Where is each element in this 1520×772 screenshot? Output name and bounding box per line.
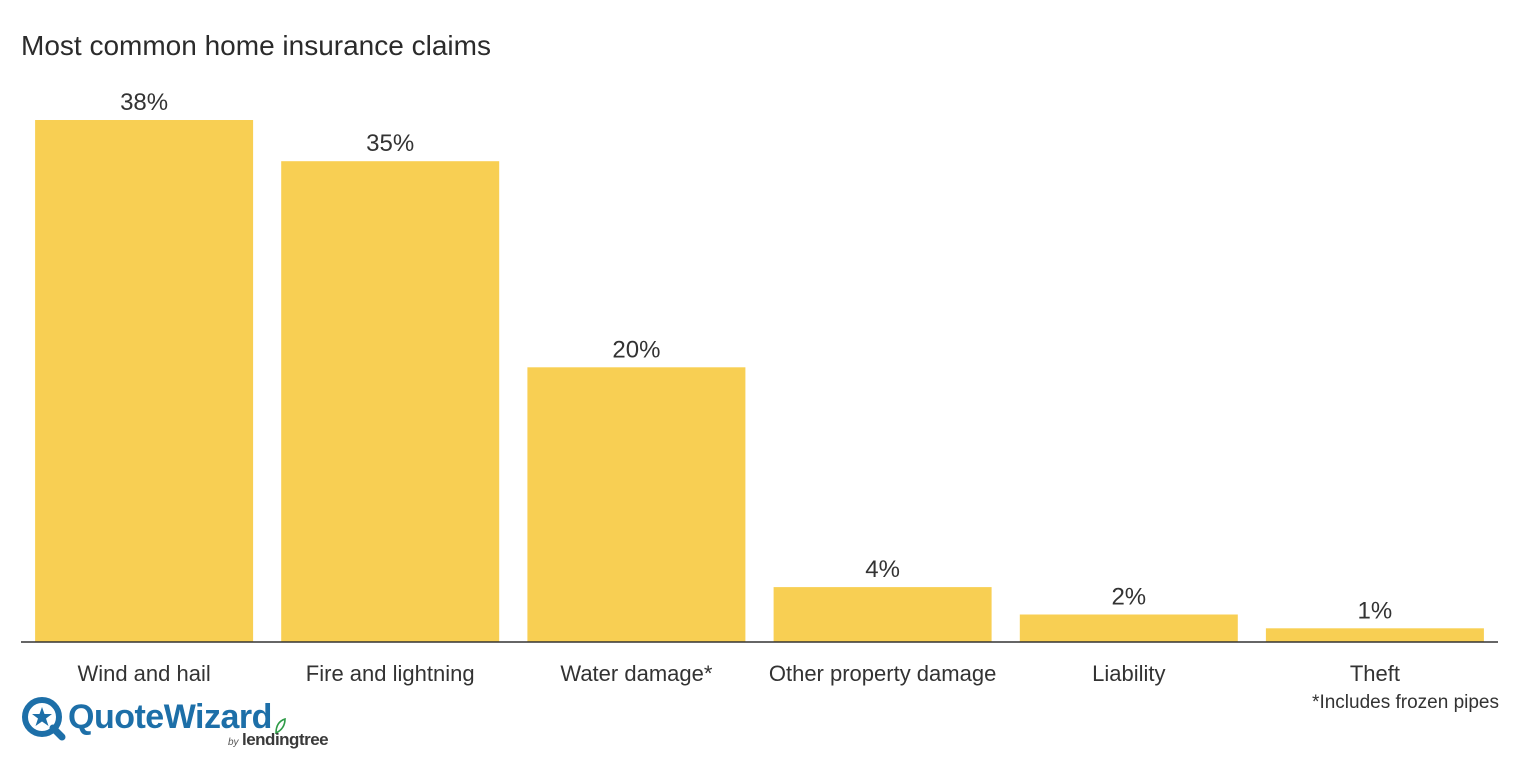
value-label-0: 38% [120, 89, 168, 116]
chart-title: Most common home insurance claims [21, 30, 491, 61]
category-label-3: Other property damage [769, 661, 996, 686]
bar-1 [281, 161, 500, 642]
category-label-2: Water damage* [560, 661, 712, 686]
category-label-1: Fire and lightning [306, 661, 475, 686]
value-label-4: 2% [1111, 584, 1146, 611]
category-labels-group: Wind and hail Fire and lightning Water dam… [77, 661, 1400, 686]
value-labels-group: 38% 35% 20% 4% 2% 1% [120, 89, 1392, 624]
bar-3 [773, 587, 992, 642]
category-label-5: Theft [1350, 661, 1400, 686]
bar-5 [1265, 628, 1484, 642]
value-label-5: 1% [1358, 597, 1393, 624]
value-label-3: 4% [865, 556, 900, 583]
footnote: *Includes frozen pipes [1312, 692, 1499, 713]
category-label-4: Liability [1092, 661, 1165, 686]
bar-0 [35, 120, 254, 642]
quotewizard-mark-icon [22, 697, 66, 741]
logo-wordmark: QuoteWizard [68, 698, 272, 736]
logo-by-text: by [228, 737, 239, 748]
value-label-1: 35% [366, 130, 414, 157]
bars-group [35, 120, 1484, 642]
value-label-2: 20% [612, 336, 660, 363]
bar-2 [527, 367, 746, 642]
logo-parent-brand: lendingtree [242, 730, 329, 749]
category-label-0: Wind and hail [77, 661, 210, 686]
leaf-icon [275, 718, 286, 734]
bar-4 [1019, 614, 1238, 642]
bar-chart: 38% 35% 20% 4% 2% 1% Wind and hail Fire and li… [21, 89, 1498, 686]
quotewizard-logo: QuoteWizard by lendingtree [20, 695, 350, 755]
